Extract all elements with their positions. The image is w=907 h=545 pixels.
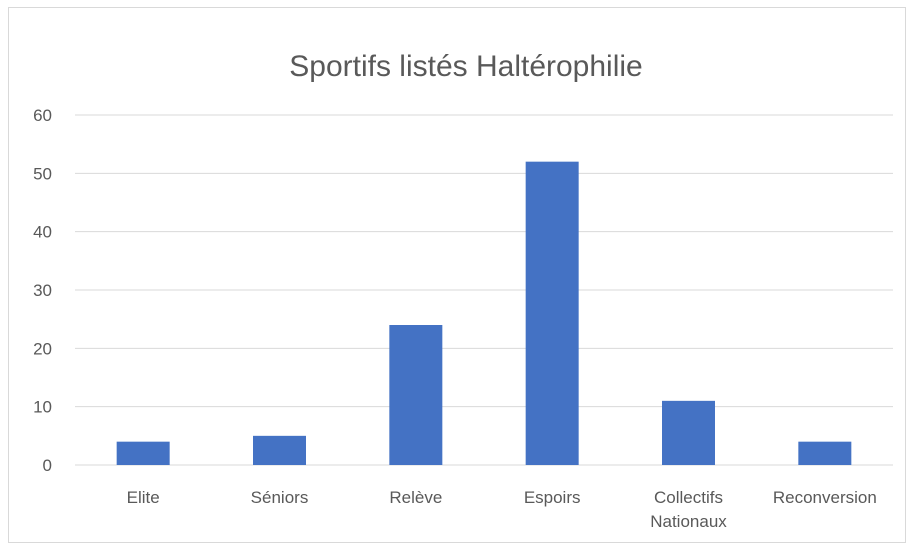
x-category-label: Collectifs Nationaux xyxy=(650,488,727,531)
x-category-label-line: Espoirs xyxy=(524,488,581,507)
x-category-label: Relève xyxy=(389,488,442,507)
x-category-label-line: Relève xyxy=(389,488,442,507)
bar xyxy=(389,325,443,465)
x-category-label: Séniors xyxy=(251,488,309,507)
y-tick-label: 40 xyxy=(33,223,52,242)
bar xyxy=(798,441,852,465)
x-category-label-line: Collectifs xyxy=(654,488,723,507)
x-category-label-line: Nationaux xyxy=(650,512,727,531)
bar xyxy=(253,435,306,465)
y-tick-label: 50 xyxy=(33,164,52,183)
y-tick-label: 20 xyxy=(33,339,52,358)
x-category-label: Espoirs xyxy=(524,488,581,507)
y-tick-label: 0 xyxy=(43,456,52,475)
y-tick-label: 30 xyxy=(33,281,52,300)
x-category-label-line: Reconversion xyxy=(773,488,877,507)
x-category-label: Elite xyxy=(127,488,160,507)
bar xyxy=(662,400,715,465)
bars xyxy=(116,161,852,465)
gridlines xyxy=(75,114,893,466)
x-category-label: Reconversion xyxy=(773,488,877,507)
bar xyxy=(116,441,170,465)
chart-title: Sportifs listés Haltérophilie xyxy=(289,50,642,83)
y-tick-label: 60 xyxy=(33,106,52,125)
x-axis-category-labels: Elite Séniors Relève Espoirs Collectifs Natio… xyxy=(127,488,877,531)
bar xyxy=(525,161,579,465)
x-category-label-line: Elite xyxy=(127,488,160,507)
y-axis-tick-labels: 0 10 20 30 40 50 60 xyxy=(33,106,52,475)
x-category-label-line: Séniors xyxy=(251,488,309,507)
y-tick-label: 10 xyxy=(33,398,52,417)
